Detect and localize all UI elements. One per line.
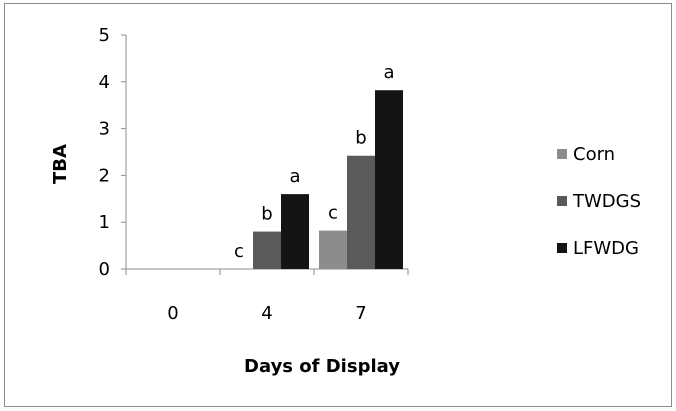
y-tick-label: 3 — [99, 119, 110, 140]
y-tick-label: 4 — [99, 72, 110, 93]
bar-lfwdg-7 — [375, 90, 403, 269]
bar-label: b — [261, 204, 272, 225]
bar-corn-7 — [319, 230, 347, 269]
y-tick-label: 5 — [99, 25, 110, 46]
y-tick-label: 1 — [99, 212, 110, 233]
legend-label-twdgs: TWDGS — [572, 191, 641, 212]
bar-twdgs-7 — [347, 155, 375, 269]
x-tick-label: 4 — [261, 303, 272, 324]
bar-label: c — [328, 203, 338, 224]
chart-frame — [4, 3, 672, 407]
legend-swatch-twdgs — [557, 196, 567, 206]
bar-label: a — [289, 166, 300, 187]
bar-label: b — [355, 128, 366, 149]
y-tick-label: 2 — [99, 165, 110, 186]
y-axis-title: TBA — [50, 144, 71, 184]
axes: 0 1 2 3 4 5 0 4 7 — [99, 25, 409, 324]
bar-lfwdg-4 — [281, 194, 309, 269]
legend-swatch-lfwdg — [557, 243, 567, 253]
legend-label-lfwdg: LFWDG — [573, 238, 639, 259]
y-tick-label: 0 — [99, 259, 110, 280]
bar-label: a — [383, 62, 394, 83]
legend-label-corn: Corn — [573, 144, 615, 165]
x-tick-label: 0 — [167, 303, 178, 324]
x-axis-title: Days of Display — [244, 356, 400, 377]
x-tick-label: 7 — [355, 303, 366, 324]
bar-twdgs-4 — [253, 231, 281, 269]
legend: Corn TWDGS LFWDG — [557, 144, 641, 259]
bar-label: c — [234, 241, 244, 262]
legend-swatch-corn — [557, 149, 567, 159]
bars — [253, 90, 403, 269]
